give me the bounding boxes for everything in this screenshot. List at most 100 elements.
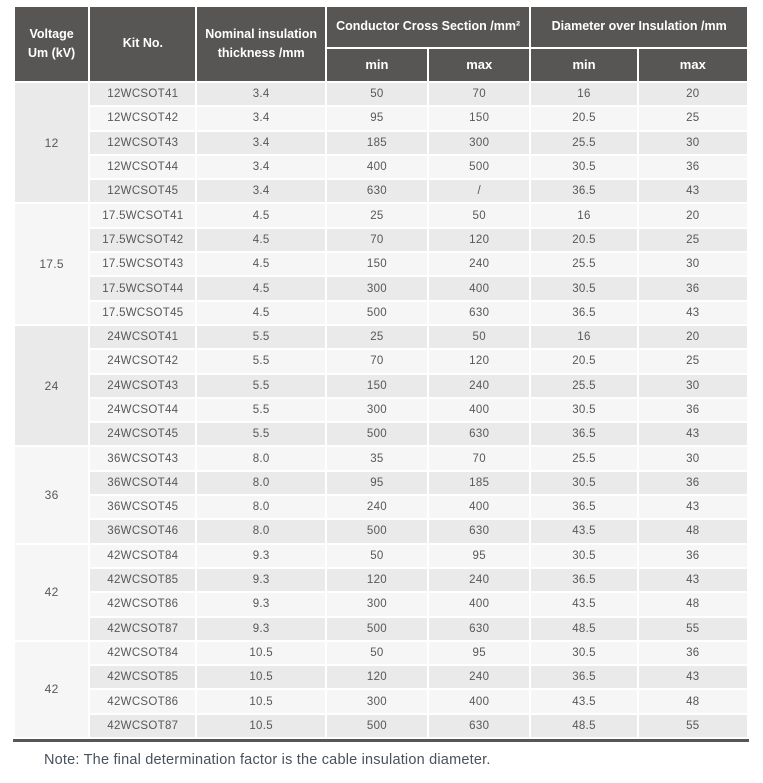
table-row: 12WCSOT42 3.4 95 150 20.5 25 [15, 107, 747, 130]
ccs-max-cell: 300 [429, 131, 530, 154]
thickness-cell: 10.5 [197, 641, 325, 665]
thickness-cell: 10.5 [197, 666, 325, 689]
thickness-cell: 5.5 [197, 350, 325, 373]
ccs-max-cell: 240 [429, 253, 530, 276]
dia-max-cell: 30 [638, 253, 747, 276]
thickness-cell: 4.5 [197, 204, 325, 227]
ccs-min-cell: 240 [326, 496, 428, 519]
dia-min-cell: 30.5 [531, 277, 637, 300]
thickness-cell: 5.5 [197, 374, 325, 397]
ccs-min-cell: 120 [326, 666, 428, 689]
thickness-cell: 4.5 [197, 253, 325, 276]
dia-min-cell: 43.5 [531, 593, 637, 616]
ccs-max-cell: 120 [429, 228, 530, 252]
ccs-min-cell: 300 [326, 690, 428, 713]
dia-max-cell: 20 [638, 325, 747, 349]
ccs-max-cell: 400 [429, 593, 530, 616]
spec-table-body: 12 12WCSOT41 3.4 50 70 16 20 12WCSOT42 3.4 95 150 2… [15, 83, 747, 738]
ccs-max-cell: 50 [429, 204, 530, 227]
kit-no-cell: 17.5WCSOT41 [90, 204, 196, 227]
dia-max-cell: 43 [638, 423, 747, 446]
ccs-max-cell: 185 [429, 471, 530, 495]
ccs-min-cell: 150 [326, 253, 428, 276]
table-row: 24WCSOT43 5.5 150 240 25.5 30 [15, 374, 747, 397]
dia-min-cell: 36.5 [531, 496, 637, 519]
thickness-cell: 8.0 [197, 496, 325, 519]
table-row: 24WCSOT45 5.5 500 630 36.5 43 [15, 423, 747, 446]
table-row: 17.5WCSOT43 4.5 150 240 25.5 30 [15, 253, 747, 276]
table-row: 12WCSOT45 3.4 630/36.5 43 [15, 180, 747, 203]
ccs-min-cell: 50 [326, 544, 428, 567]
ccs-max-cell: 70 [429, 447, 530, 470]
thickness-cell: 3.4 [197, 180, 325, 203]
table-row: 17.5WCSOT42 4.5 70 120 20.5 25 [15, 228, 747, 252]
thickness-cell: 4.5 [197, 228, 325, 252]
kit-no-cell: 42WCSOT86 [90, 593, 196, 616]
thickness-cell: 9.3 [197, 593, 325, 616]
thickness-cell: 10.5 [197, 714, 325, 738]
thickness-cell: 3.4 [197, 131, 325, 154]
table-row: 42WCSOT86 9.3 300 400 43.5 48 [15, 593, 747, 616]
ccs-max-cell: 400 [429, 398, 530, 422]
table-row: 42 42WCSOT84 9.3 50 95 30.5 36 [15, 544, 747, 640]
dia-min-cell: 25.5 [531, 447, 637, 470]
ccs-min-cell: 500 [326, 423, 428, 446]
ccs-min-cell: 25 [326, 325, 428, 349]
dia-min-cell: 36.5 [531, 666, 637, 689]
dia-min-cell: 36.5 [531, 180, 637, 203]
voltage-group-cell: 42 [15, 544, 89, 640]
dia-max-cell: 36 [638, 641, 747, 665]
ccs-min-cell: 185 [326, 131, 428, 154]
kit-no-cell: 42WCSOT84 [90, 641, 196, 665]
dia-min-cell: 36.5 [531, 423, 637, 446]
ccs-max-cell: 400 [429, 277, 530, 300]
ccs-max-cell: 630 [429, 714, 530, 738]
table-row: 42WCSOT85 9.3 120 240 36.5 43 [15, 568, 747, 592]
ccs-min-cell: 400 [326, 155, 428, 179]
header-dia-max: max [638, 49, 747, 81]
dia-max-cell: 36 [638, 155, 747, 179]
dia-min-cell: 16 [531, 325, 637, 349]
thickness-cell: 5.5 [197, 325, 325, 349]
ccs-max-cell: 70 [429, 83, 530, 106]
voltage-group-cell: 17.5 [15, 204, 89, 324]
ccs-max-cell: 150 [429, 107, 530, 130]
dia-min-cell: 48.5 [531, 714, 637, 738]
dia-max-cell: 25 [638, 350, 747, 373]
ccs-min-cell: 95 [326, 471, 428, 495]
thickness-cell: 5.5 [197, 423, 325, 446]
dia-max-cell: 43 [638, 568, 747, 592]
dia-max-cell: 20 [638, 204, 747, 227]
dia-min-cell: 25.5 [531, 253, 637, 276]
table-row: 24WCSOT44 5.5 300 400 30.5 36 [15, 398, 747, 422]
kit-no-cell: 42WCSOT85 [90, 666, 196, 689]
kit-no-cell: 42WCSOT86 [90, 690, 196, 713]
thickness-cell: 4.5 [197, 277, 325, 300]
table-row: 42WCSOT86 10.5 300 400 43.5 48 [15, 690, 747, 713]
kit-no-cell: 12WCSOT41 [90, 83, 196, 106]
dia-min-cell: 16 [531, 204, 637, 227]
dia-min-cell: 36.5 [531, 301, 637, 324]
thickness-cell: 9.3 [197, 617, 325, 640]
ccs-min-cell: 120 [326, 568, 428, 592]
ccs-max-cell: / [429, 180, 530, 203]
header-dia-min: min [531, 49, 637, 81]
dia-min-cell: 30.5 [531, 471, 637, 495]
table-row: 17.5WCSOT45 4.5 500 630 36.5 43 [15, 301, 747, 324]
table-row: 42WCSOT87 10.5 500 630 48.5 55 [15, 714, 747, 738]
ccs-max-cell: 50 [429, 325, 530, 349]
ccs-max-cell: 400 [429, 690, 530, 713]
thickness-cell: 3.4 [197, 155, 325, 179]
table-row: 36WCSOT44 8.0 95 185 30.5 36 [15, 471, 747, 495]
dia-max-cell: 25 [638, 107, 747, 130]
dia-min-cell: 16 [531, 83, 637, 106]
dia-max-cell: 48 [638, 593, 747, 616]
ccs-max-cell: 630 [429, 301, 530, 324]
dia-max-cell: 43 [638, 301, 747, 324]
table-row: 42WCSOT85 10.5 120 240 36.5 43 [15, 666, 747, 689]
thickness-cell: 8.0 [197, 520, 325, 543]
kit-no-cell: 17.5WCSOT45 [90, 301, 196, 324]
dia-min-cell: 30.5 [531, 155, 637, 179]
ccs-min-cell: 150 [326, 374, 428, 397]
kit-no-cell: 12WCSOT42 [90, 107, 196, 130]
